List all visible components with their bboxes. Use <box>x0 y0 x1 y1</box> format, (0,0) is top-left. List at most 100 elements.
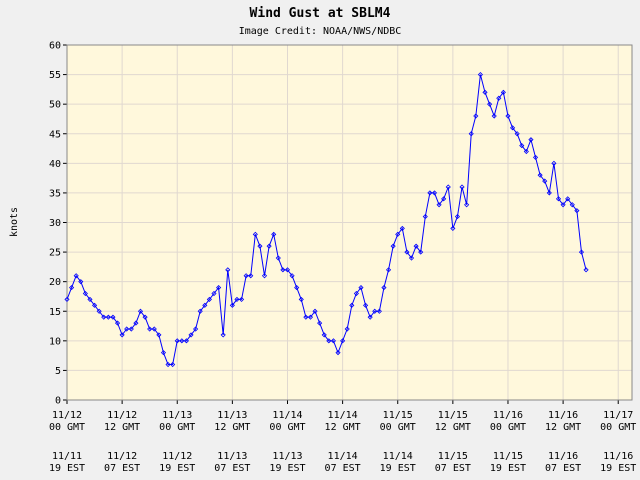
point <box>188 332 194 338</box>
point <box>321 332 327 338</box>
point <box>441 196 447 202</box>
x-tick-label: 11/15 00 GMT <box>380 410 416 433</box>
point <box>427 190 433 196</box>
point <box>330 338 336 344</box>
y-tick-label: 50 <box>49 100 61 111</box>
point <box>101 314 107 320</box>
point <box>496 95 502 101</box>
point <box>87 296 93 302</box>
y-tick-label: 30 <box>49 218 61 229</box>
x-tick-label: 11/16 00 GMT <box>490 410 526 433</box>
point <box>418 249 424 255</box>
point <box>312 308 318 314</box>
point <box>436 202 442 208</box>
x-tick-label: 11/13 00 GMT <box>159 410 195 433</box>
point <box>280 267 286 273</box>
x-tick-label: 11/13 12 GMT <box>214 410 250 433</box>
point <box>376 308 382 314</box>
x-tick-label: 11/14 12 GMT <box>325 410 361 433</box>
point <box>363 302 369 308</box>
point <box>532 154 539 160</box>
point <box>133 320 139 326</box>
point <box>340 338 346 344</box>
point <box>523 148 529 155</box>
point <box>248 273 254 279</box>
point <box>119 332 125 338</box>
point <box>252 231 258 237</box>
point <box>137 308 144 314</box>
point <box>482 89 488 95</box>
point <box>450 225 456 231</box>
point <box>114 320 121 326</box>
point <box>307 314 314 320</box>
point <box>395 231 401 237</box>
point <box>404 249 410 255</box>
x-tick-label-local: 11/15 07 EST <box>435 451 471 474</box>
chart-title: Wind Gust at SBLM4 <box>250 6 391 21</box>
x-tick-label-local: 11/14 07 EST <box>325 451 361 474</box>
point <box>431 190 438 196</box>
point <box>64 296 70 302</box>
point <box>555 196 562 202</box>
y-tick-label: 20 <box>49 277 61 288</box>
point <box>165 361 171 368</box>
point <box>372 308 378 314</box>
point <box>500 89 506 95</box>
point <box>243 273 249 279</box>
point <box>110 314 116 320</box>
plot-frame <box>66 44 633 401</box>
y-tick-label: 55 <box>49 70 61 81</box>
point <box>193 326 199 332</box>
point <box>381 285 387 291</box>
point <box>303 314 309 320</box>
y-tick-label: 40 <box>49 159 61 170</box>
point <box>349 302 355 308</box>
x-tick-label-local: 11/16 07 EST <box>545 451 581 474</box>
point <box>464 202 470 208</box>
point <box>385 267 392 273</box>
x-tick-label: 11/15 12 GMT <box>435 410 471 433</box>
x-tick-label: 11/17 00 GMT <box>600 410 636 433</box>
point <box>69 285 75 291</box>
point <box>344 326 350 332</box>
y-tick-label: 35 <box>49 188 61 199</box>
point <box>546 190 552 196</box>
point <box>294 285 300 291</box>
point <box>574 208 580 214</box>
x-tick-label: 11/12 00 GMT <box>49 410 85 433</box>
point <box>197 308 203 314</box>
point <box>151 326 157 332</box>
y-tick-label: 0 <box>55 396 61 407</box>
point <box>202 302 208 308</box>
point <box>284 267 291 273</box>
point <box>289 273 295 279</box>
point <box>578 249 585 255</box>
point <box>454 214 461 220</box>
point <box>156 332 162 338</box>
point <box>105 314 111 320</box>
point <box>353 290 359 297</box>
x-tick-label-local: 11/13 19 EST <box>269 451 305 474</box>
point <box>510 125 516 131</box>
point <box>569 202 575 208</box>
point <box>477 72 483 78</box>
x-tick-label: 11/16 12 GMT <box>545 410 581 433</box>
point <box>487 101 493 107</box>
point <box>229 302 235 308</box>
point <box>326 338 332 344</box>
point <box>565 196 571 202</box>
point <box>335 350 341 356</box>
point <box>298 296 304 302</box>
point <box>519 143 525 149</box>
point <box>225 267 231 273</box>
point <box>238 296 245 302</box>
point <box>128 326 134 332</box>
y-tick-label: 45 <box>49 129 61 140</box>
y-tick-label: 25 <box>49 248 61 259</box>
y-tick-label: 5 <box>55 366 61 377</box>
point <box>183 338 189 344</box>
point <box>491 113 497 119</box>
x-tick-label-local: 11/12 19 EST <box>159 451 195 474</box>
point <box>261 273 268 279</box>
point <box>234 296 240 302</box>
